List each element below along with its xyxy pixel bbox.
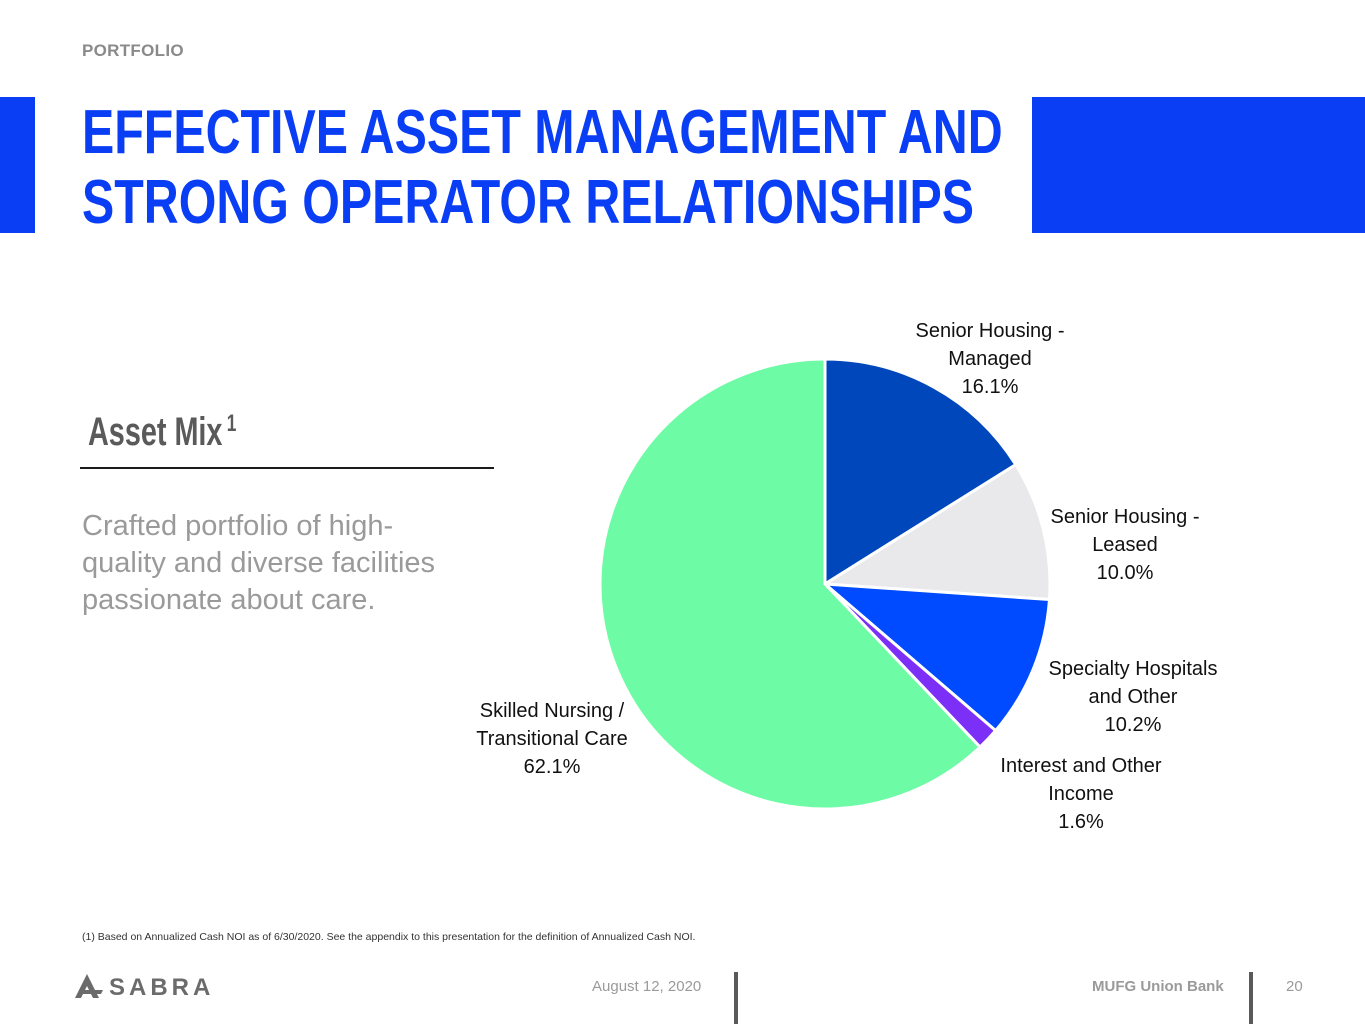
title-line-1: EFFECTIVE ASSET MANAGEMENT AND	[82, 98, 1003, 167]
slice-value-label: 16.1%	[961, 376, 1019, 398]
slice-value-label: 62.1%	[523, 756, 581, 778]
slice-label-senior-housing-managed: Senior Housing - Managed 16.1%	[900, 317, 1080, 401]
logo-mark	[75, 974, 99, 998]
pie-slice-2	[820, 582, 1052, 733]
title-line-2: STRONG OPERATOR RELATIONSHIPS	[82, 168, 975, 237]
slice-value-label: 1.6%	[1058, 811, 1104, 833]
logo-wordmark: SABRA	[109, 974, 214, 1000]
asset-mix-heading: Asset Mix 1	[88, 410, 236, 455]
slice-label-specialty-hospitals: Specialty Hospitals and Other 10.2%	[1033, 655, 1233, 739]
slice-label-line: Interest and Other	[1000, 755, 1162, 777]
page-title: EFFECTIVE ASSET MANAGEMENT AND STRONG OP…	[82, 98, 1003, 238]
pie-slice-1	[820, 462, 1052, 602]
section-label: PORTFOLIO	[82, 41, 184, 60]
slice-label-line: Transitional Care	[476, 728, 628, 750]
footer-divider	[1249, 972, 1253, 1024]
footer-date: August 12, 2020	[592, 978, 702, 995]
slice-label-interest-income: Interest and Other Income 1.6%	[986, 752, 1176, 836]
slice-label-line: Senior Housing -	[915, 320, 1065, 342]
slice-label-senior-housing-leased: Senior Housing - Leased 10.0%	[1035, 503, 1215, 587]
footer-bank-name: MUFG Union Bank	[1092, 978, 1224, 995]
accent-bar-left	[0, 97, 35, 233]
portfolio-description: Crafted portfolio of high-quality and di…	[82, 510, 436, 616]
footnote: (1) Based on Annualized Cash NOI as of 6…	[82, 931, 696, 943]
asset-mix-heading-text: Asset Mix	[88, 410, 223, 454]
logo-mark-stroke	[79, 990, 103, 994]
slice-label-line: and Other	[1088, 686, 1178, 708]
slice-value-label: 10.2%	[1104, 714, 1162, 736]
heading-divider	[80, 467, 494, 469]
sabra-logo: SABRA	[75, 974, 214, 1000]
slice-label-line: Specialty Hospitals	[1048, 658, 1218, 680]
pie-slice-0	[823, 357, 1018, 587]
accent-bar-right	[1032, 97, 1365, 233]
slice-label-line: Managed	[948, 348, 1032, 370]
slice-label-line: Skilled Nursing /	[479, 700, 625, 722]
footnote-marker: 1	[226, 410, 237, 437]
slice-label-line: Leased	[1092, 534, 1158, 556]
slice-label-skilled-nursing: Skilled Nursing / Transitional Care 62.1…	[457, 697, 647, 781]
footer-divider	[734, 972, 738, 1024]
slice-label-line: Income	[1048, 783, 1114, 805]
slice-value-label: 10.0%	[1096, 562, 1154, 584]
pie-slice-4	[598, 357, 983, 811]
page-number: 20	[1286, 978, 1303, 995]
slice-label-line: Senior Housing -	[1050, 506, 1200, 528]
